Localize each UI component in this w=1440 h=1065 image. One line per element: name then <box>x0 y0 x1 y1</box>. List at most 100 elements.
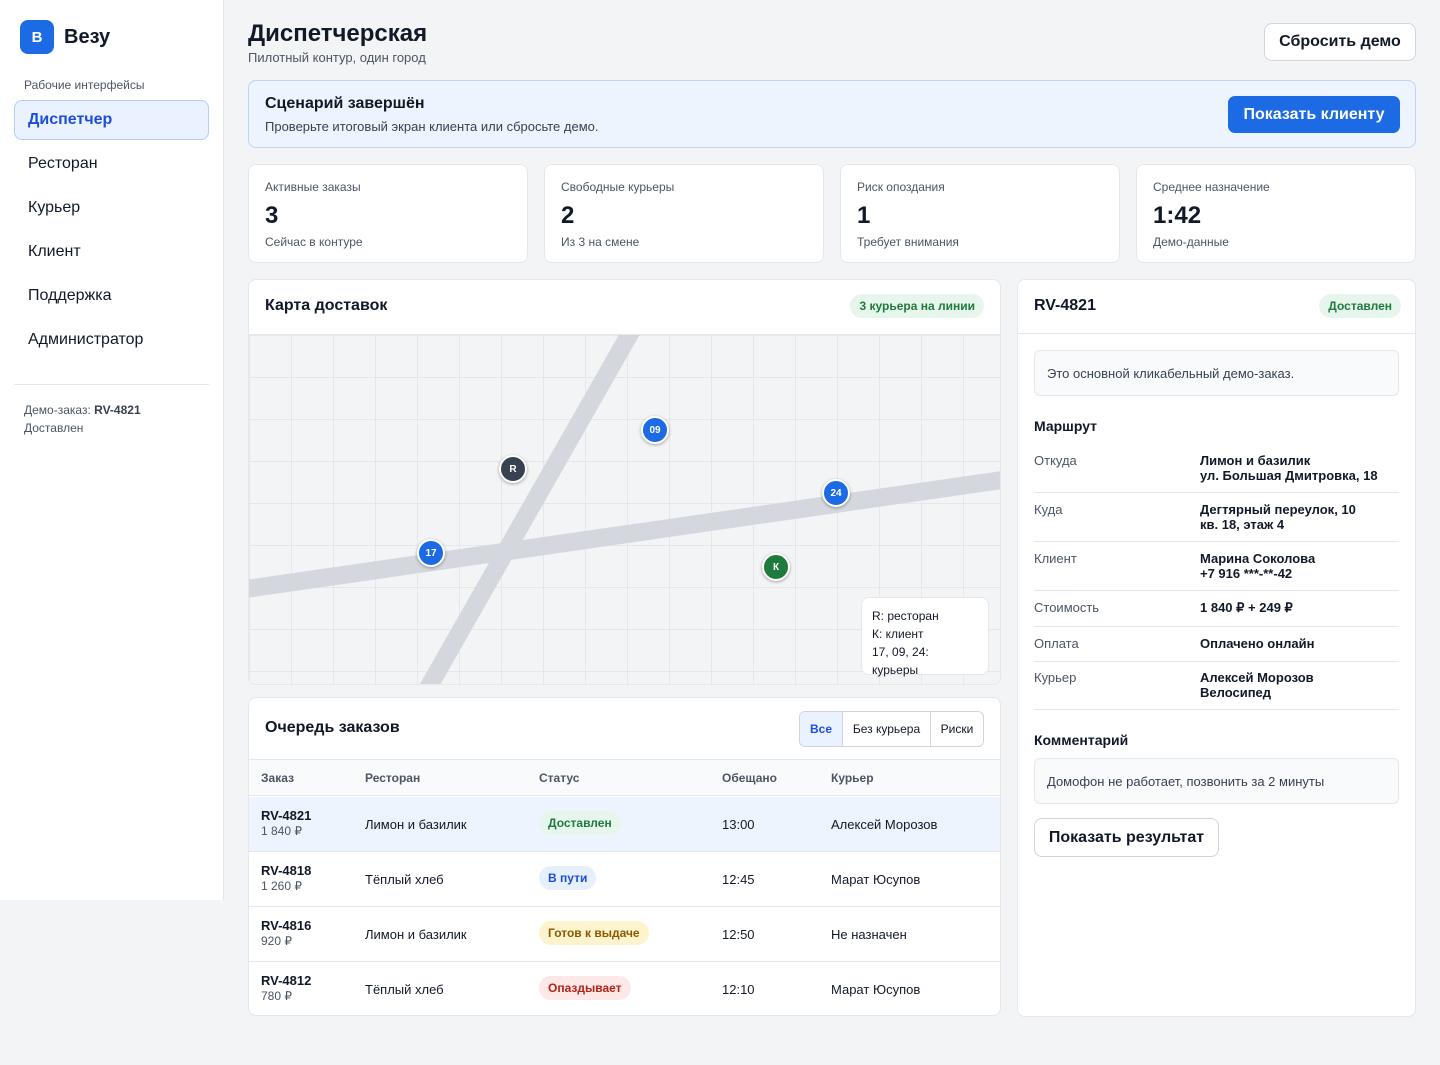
legend-couriers: 17, 09, 24: курьеры <box>872 645 929 677</box>
stat-card-late-risk: Риск опоздания 1 Требует внимания <box>840 164 1120 263</box>
stat-label: Активные заказы <box>265 180 361 194</box>
col-restaurant[interactable]: Ресторан <box>365 771 421 785</box>
courier-marker-17[interactable]: 17 <box>417 539 445 567</box>
brand[interactable]: В Везу <box>20 20 110 54</box>
map-title: Карта доставок <box>265 297 388 314</box>
sidebar-item-client[interactable]: Клиент <box>28 243 81 260</box>
order-promised: 12:10 <box>722 982 755 997</box>
detail-key: Клиент <box>1034 551 1077 566</box>
stat-value: 3 <box>265 202 279 229</box>
stat-note: Требует внимания <box>857 235 959 249</box>
detail-row-courier: Курьер Алексей Морозов Велосипед <box>1034 662 1399 710</box>
stat-label: Риск опоздания <box>857 180 945 194</box>
page-subtitle: Пилотный контур, один город <box>248 50 426 65</box>
map-roads <box>249 335 1000 684</box>
sidebar: В Везу Рабочие интерфейсы Диспетчер Рест… <box>0 0 224 900</box>
col-promised[interactable]: Обещано <box>722 771 777 785</box>
legend-client: К: клиент <box>872 627 924 641</box>
demo-order-status: Доставлен <box>24 421 84 435</box>
value-line: Лимон и базилик <box>1200 453 1311 468</box>
detail-note: Это основной кликабельный демо-заказ. <box>1034 350 1399 396</box>
value-line: Дегтярный переулок, 10 <box>1200 502 1356 517</box>
detail-key: Оплата <box>1034 636 1079 651</box>
order-id: RV-4812 <box>261 973 312 988</box>
stat-note: Из 3 на смене <box>561 235 640 249</box>
client-marker[interactable]: К <box>762 553 790 581</box>
sidebar-item-courier[interactable]: Курьер <box>28 199 81 216</box>
order-queue-panel: Очередь заказов Все Без курьера Риски За… <box>248 697 1001 1016</box>
demo-order-prefix: Демо-заказ: <box>24 403 91 417</box>
scenario-banner: Сценарий завершён Проверьте итоговый экр… <box>248 80 1416 148</box>
order-promised: 13:00 <box>722 817 755 832</box>
stat-label: Свободные курьеры <box>561 180 675 194</box>
detail-header: RV-4821 Доставлен <box>1018 280 1415 334</box>
route-title: Маршрут <box>1034 418 1098 434</box>
sidebar-item-restaurant[interactable]: Ресторан <box>28 155 98 172</box>
value-line: кв. 18, этаж 4 <box>1200 517 1285 532</box>
courier-marker-09[interactable]: 09 <box>641 416 669 444</box>
col-status[interactable]: Статус <box>539 771 580 785</box>
stat-note: Сейчас в контуре <box>265 235 363 249</box>
detail-value: Марина Соколова +7 916 ***-**-42 <box>1200 551 1315 581</box>
stat-value: 2 <box>561 202 575 229</box>
reset-demo-button[interactable]: Сбросить демо <box>1264 23 1416 61</box>
value-line: Марина Соколова <box>1200 551 1316 566</box>
detail-row-cost: Стоимость 1 840 ₽ + 249 ₽ <box>1034 592 1399 627</box>
value-line: Алексей Морозов <box>1200 670 1314 685</box>
sidebar-demo-order: Демо-заказ: RV-4821 Доставлен <box>24 401 141 437</box>
filter-risks[interactable]: Риски <box>940 722 974 736</box>
courier-marker-24[interactable]: 24 <box>822 479 850 507</box>
detail-order-id: RV-4821 <box>1034 297 1096 314</box>
detail-row-to: Куда Дегтярный переулок, 10 кв. 18, этаж … <box>1034 494 1399 542</box>
sidebar-nav: Диспетчер Ресторан Курьер Клиент Поддерж… <box>14 100 209 364</box>
order-restaurant: Тёплый хлеб <box>365 982 444 997</box>
delivery-map-panel: Карта доставок 3 курьера на линии 09 R 2… <box>248 279 1001 685</box>
col-courier[interactable]: Курьер <box>831 771 874 785</box>
status-badge: Доставлен <box>1319 294 1401 318</box>
order-id: RV-4816 <box>261 918 312 933</box>
order-restaurant: Лимон и базилик <box>365 817 467 832</box>
queue-filter: Все Без курьера Риски <box>799 711 984 747</box>
banner-text: Проверьте итоговый экран клиента или сбр… <box>265 119 599 134</box>
sidebar-divider <box>14 384 209 385</box>
stat-label: Среднее назначение <box>1153 180 1270 194</box>
order-price: 1 840 ₽ <box>261 824 302 838</box>
table-row[interactable]: RV-4818 1 260 ₽ Тёплый хлеб В пути 12:45… <box>249 852 1000 907</box>
couriers-online-badge: 3 курьера на линии <box>850 294 984 318</box>
comment-title: Комментарий <box>1034 732 1129 748</box>
order-courier: Алексей Морозов <box>831 817 938 832</box>
detail-value: Алексей Морозов Велосипед <box>1200 670 1314 700</box>
show-result-button[interactable]: Показать результат <box>1034 818 1219 857</box>
filter-all[interactable]: Все <box>800 712 843 746</box>
order-courier: Не назначен <box>831 927 907 942</box>
order-promised: 12:45 <box>722 872 755 887</box>
comment-box: Домофон не работает, позвонить за 2 мину… <box>1034 758 1399 804</box>
value-line: Оплачено онлайн <box>1200 636 1315 651</box>
show-client-button[interactable]: Показать клиенту <box>1228 96 1400 133</box>
value-line: 1 840 ₽ + 249 ₽ <box>1200 600 1293 615</box>
order-price: 780 ₽ <box>261 989 292 1003</box>
sidebar-section-label: Рабочие интерфейсы <box>24 78 145 92</box>
table-row[interactable]: RV-4816 920 ₽ Лимон и базилик Готов к вы… <box>249 907 1000 962</box>
table-row[interactable]: RV-4812 780 ₽ Тёплый хлеб Опаздывает 12:… <box>249 962 1000 1015</box>
col-order[interactable]: Заказ <box>261 771 294 785</box>
stat-note: Демо-данные <box>1153 235 1229 249</box>
banner-title: Сценарий завершён <box>265 95 425 112</box>
app-name: Везу <box>64 25 111 48</box>
sidebar-item-support[interactable]: Поддержка <box>28 287 112 304</box>
sidebar-item-admin[interactable]: Администратор <box>28 331 144 348</box>
order-restaurant: Тёплый хлеб <box>365 872 444 887</box>
stat-card-active-orders: Активные заказы 3 Сейчас в контуре <box>248 164 528 263</box>
order-id: RV-4821 <box>261 808 312 823</box>
status-badge: Готов к выдаче <box>539 921 649 945</box>
filter-unassigned[interactable]: Без курьера <box>843 712 931 746</box>
logo-icon: В <box>20 20 54 54</box>
delivery-map[interactable]: 09 R 24 17 К R: ресторан К: клиент 17, 0… <box>249 334 1000 684</box>
sidebar-item-dispatcher[interactable]: Диспетчер <box>14 100 209 140</box>
detail-value: Оплачено онлайн <box>1200 636 1314 651</box>
stat-value: 1:42 <box>1153 202 1202 229</box>
restaurant-marker[interactable]: R <box>499 455 527 483</box>
table-row[interactable]: RV-4821 1 840 ₽ Лимон и базилик Доставле… <box>249 797 1000 852</box>
road-horizontal <box>249 471 1000 598</box>
order-price: 1 260 ₽ <box>261 879 302 893</box>
